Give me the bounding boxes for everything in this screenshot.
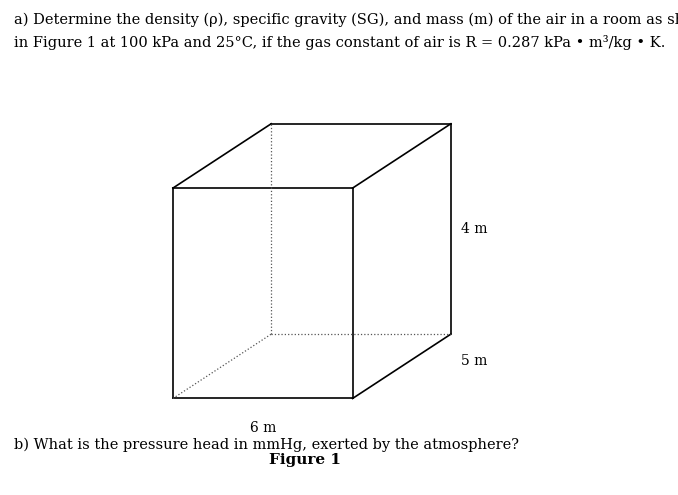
Text: a) Determine the density (ρ), specific gravity (SG), and mass (m) of the air in : a) Determine the density (ρ), specific g… (14, 12, 678, 27)
Text: b) What is the pressure head in mmHg, exerted by the atmosphere?: b) What is the pressure head in mmHg, ex… (14, 438, 519, 452)
Text: 5 m: 5 m (461, 354, 487, 368)
Text: 4 m: 4 m (461, 222, 487, 236)
Text: Figure 1: Figure 1 (269, 453, 341, 467)
Text: 6 m: 6 m (250, 421, 276, 435)
Text: in Figure 1 at 100 kPa and 25°C, if the gas constant of air is R = 0.287 kPa • m: in Figure 1 at 100 kPa and 25°C, if the … (14, 35, 665, 50)
